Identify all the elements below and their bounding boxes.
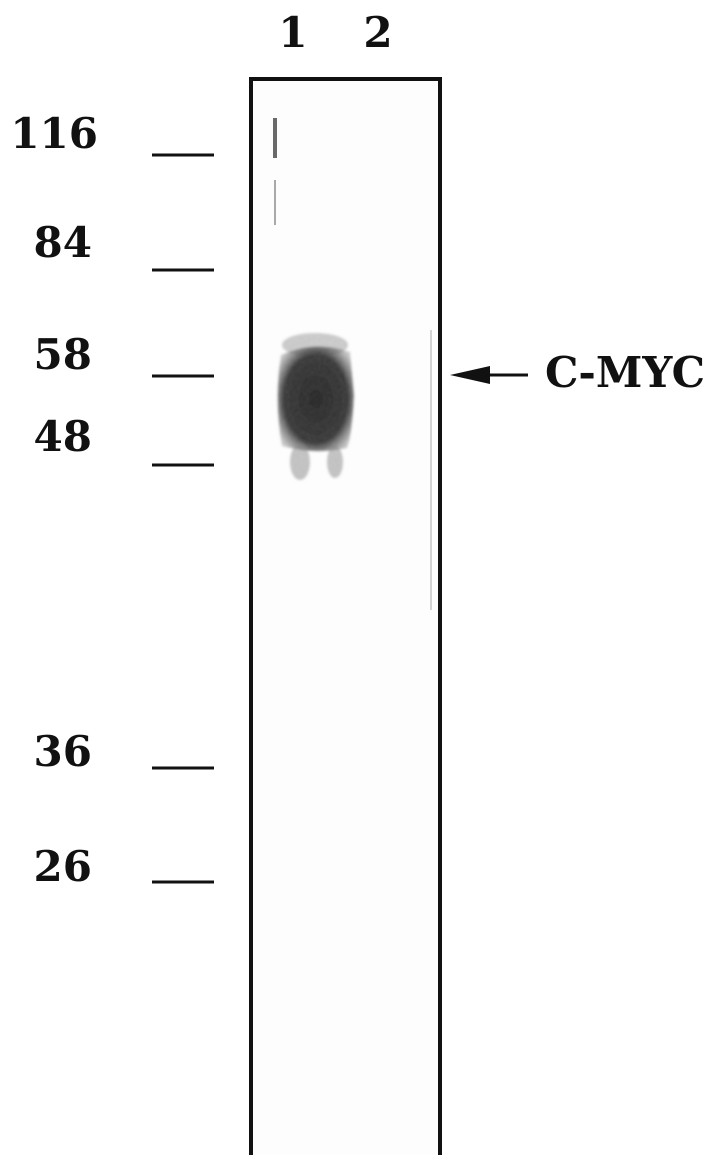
blot-figure: 1 2 116 84 58 48 36 26 C-MYC — [0, 0, 716, 1155]
lane-label: 2 — [363, 8, 392, 57]
marker-label: 58 — [34, 330, 92, 379]
marker-label: 36 — [34, 727, 92, 776]
streak — [274, 180, 276, 225]
gel-strip — [251, 79, 440, 1155]
arrow-head — [450, 366, 490, 384]
marker-label: 116 — [10, 109, 98, 158]
lane-label: 1 — [278, 8, 307, 57]
streak — [430, 330, 432, 610]
annotation: C-MYC — [545, 348, 705, 397]
streak — [273, 118, 277, 158]
marker-label: 26 — [34, 842, 92, 891]
marker-label: 84 — [34, 218, 92, 267]
marker-label: 48 — [34, 412, 92, 461]
page: 1 2 116 84 58 48 36 26 C-MYC (() => { co… — [0, 0, 716, 1155]
